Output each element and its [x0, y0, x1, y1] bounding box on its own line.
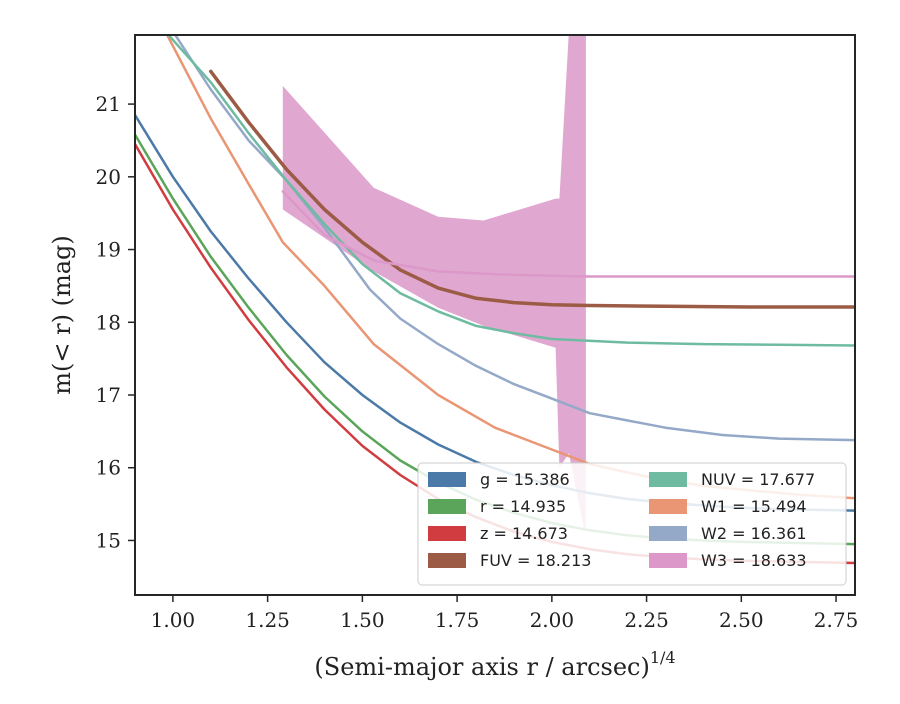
legend-swatch	[649, 553, 687, 568]
legend-swatch	[428, 526, 466, 541]
x-tick-label: 1.75	[435, 608, 480, 632]
legend-swatch	[428, 499, 466, 514]
legend: g = 15.386 r = 14.935 z = 14.673 FUV = 18.2…	[417, 462, 847, 586]
legend-label: W3 = 18.633	[701, 551, 807, 570]
y-axis-label: m(< r) (mag)	[48, 235, 76, 394]
legend-swatch	[428, 553, 466, 568]
x-axis-label-text: (Semi-major axis r / arcsec)	[314, 653, 649, 681]
x-axis-label-power: 1/4	[650, 648, 676, 667]
y-tick-label: 15	[96, 528, 121, 552]
x-tick-label: 1.50	[340, 608, 385, 632]
y-axis-ticks: 15 16 17 18 19 20 21	[96, 92, 135, 552]
plot-frame	[134, 34, 856, 596]
series-line-fuv	[209, 69, 855, 309]
y-tick-label: 18	[96, 310, 121, 334]
x-tick-label: 1.00	[151, 608, 196, 632]
legend-label: W2 = 16.361	[701, 524, 807, 543]
y-tick-label: 16	[96, 456, 121, 480]
legend-swatch	[649, 472, 687, 487]
x-tick-label: 2.25	[624, 608, 669, 632]
x-axis-label: (Semi-major axis r / arcsec)1/4	[314, 648, 675, 681]
legend-label: NUV = 17.677	[701, 470, 815, 489]
series-line-w2	[173, 35, 855, 442]
bands-layer	[282, 35, 586, 530]
y-tick-label: 19	[96, 238, 121, 262]
legend-box	[417, 462, 847, 586]
legend-label: W1 = 15.494	[701, 497, 807, 516]
x-tick-label: 2.00	[530, 608, 575, 632]
x-axis-ticks: 1.00 1.25 1.50 1.75 2.00 2.25 2.50 2.75	[151, 595, 859, 632]
legend-swatch	[649, 526, 687, 541]
legend-swatch	[428, 472, 466, 487]
y-tick-label: 20	[96, 165, 121, 189]
series-line-nuv	[166, 35, 855, 347]
legend-swatch	[649, 499, 687, 514]
x-tick-label: 1.25	[245, 608, 290, 632]
y-tick-label: 21	[96, 92, 121, 116]
legend-label: z = 14.673	[480, 524, 568, 543]
legend-label: g = 15.386	[480, 470, 570, 489]
x-tick-label: 2.75	[814, 608, 859, 632]
x-tick-label: 2.50	[719, 608, 764, 632]
y-tick-label: 17	[96, 383, 121, 407]
legend-label: r = 14.935	[480, 497, 566, 516]
series-line-w3	[281, 190, 855, 278]
legend-label: FUV = 18.213	[480, 551, 591, 570]
band-w3	[282, 35, 586, 530]
